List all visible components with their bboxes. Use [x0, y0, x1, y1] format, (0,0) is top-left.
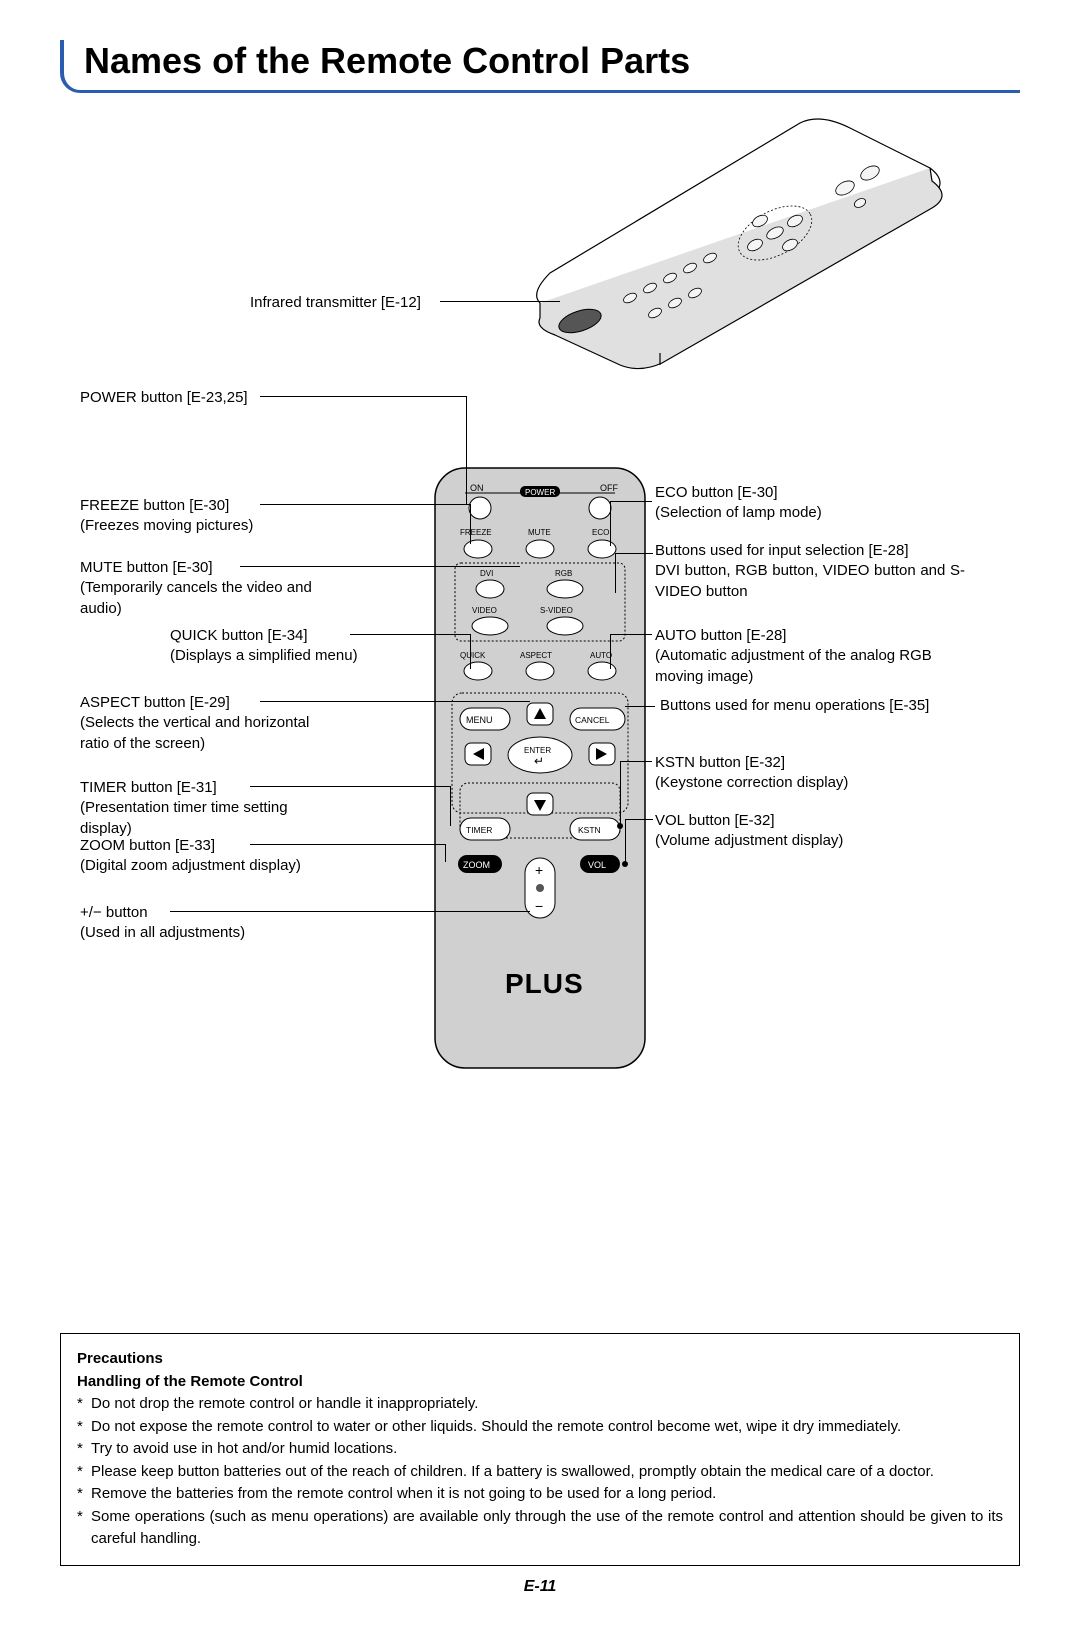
diagram-area: ON OFF POWER FREEZE MUTE ECO DVI RGB VID… [60, 113, 1020, 1313]
svg-text:POWER: POWER [525, 488, 555, 497]
svg-text:FREEZE: FREEZE [460, 528, 492, 537]
svg-text:DVI: DVI [480, 569, 493, 578]
callout-menuops: Buttons used for menu operations [E-35] [660, 696, 929, 716]
svg-text:ASPECT: ASPECT [520, 651, 552, 660]
precautions-box: Precautions Handling of the Remote Contr… [60, 1333, 1020, 1566]
callout-timer: TIMER button [E-31] (Presentation timer … [80, 778, 320, 839]
callout-power: POWER button [E-23,25] [80, 388, 248, 408]
svg-text:ON: ON [470, 483, 484, 493]
svg-text:ZOOM: ZOOM [463, 860, 490, 870]
svg-text:QUICK: QUICK [460, 651, 486, 660]
remote-isometric-illustration [500, 113, 980, 373]
precaution-item: Some operations (such as menu operations… [77, 1506, 1003, 1551]
svg-text:MENU: MENU [466, 715, 493, 725]
precaution-item: Do not drop the remote control or handle… [77, 1393, 1003, 1416]
precautions-heading1: Precautions [77, 1348, 1003, 1371]
svg-text:TIMER: TIMER [466, 825, 492, 835]
precaution-item: Remove the batteries from the remote con… [77, 1483, 1003, 1506]
svg-text:OFF: OFF [600, 483, 618, 493]
svg-text:VIDEO: VIDEO [472, 606, 497, 615]
section-title: Names of the Remote Control Parts [84, 40, 1020, 82]
callout-mute: MUTE button [E-30] (Temporarily cancels … [80, 558, 340, 619]
callout-aspect: ASPECT button [E-29] (Selects the vertic… [80, 693, 340, 754]
svg-text:+: + [535, 862, 543, 878]
callout-auto: AUTO button [E-28] (Automatic adjustment… [655, 626, 965, 687]
precautions-list: Do not drop the remote control or handle… [77, 1393, 1003, 1551]
svg-text:VOL: VOL [588, 860, 606, 870]
svg-text:CANCEL: CANCEL [575, 715, 610, 725]
section-title-wrap: Names of the Remote Control Parts [60, 40, 1020, 93]
svg-text:↵: ↵ [534, 754, 544, 768]
svg-text:MUTE: MUTE [528, 528, 551, 537]
precaution-item: Please keep button batteries out of the … [77, 1461, 1003, 1484]
callout-vol: VOL button [E-32] (Volume adjustment dis… [655, 811, 843, 852]
remote-front-illustration: ON OFF POWER FREEZE MUTE ECO DVI RGB VID… [430, 463, 650, 1083]
svg-text:S-VIDEO: S-VIDEO [540, 606, 573, 615]
svg-text:PLUS: PLUS [505, 968, 584, 999]
svg-text:RGB: RGB [555, 569, 572, 578]
callout-plusminus: +/− button (Used in all adjustments) [80, 903, 245, 944]
svg-text:KSTN: KSTN [578, 825, 601, 835]
callout-infrared: Infrared transmitter [E-12] [250, 293, 421, 313]
precautions-heading2: Handling of the Remote Control [77, 1371, 1003, 1394]
svg-text:ECO: ECO [592, 528, 609, 537]
precaution-item: Try to avoid use in hot and/or humid loc… [77, 1438, 1003, 1461]
page-number: E-11 [60, 1578, 1020, 1596]
callout-kstn: KSTN button [E-32] (Keystone correction … [655, 753, 848, 794]
callout-quick: QUICK button [E-34] (Displays a simplifi… [170, 626, 358, 667]
callout-zoom: ZOOM button [E-33] (Digital zoom adjustm… [80, 836, 301, 877]
callout-eco: ECO button [E-30] (Selection of lamp mod… [655, 483, 822, 524]
precaution-item: Do not expose the remote control to wate… [77, 1416, 1003, 1439]
callout-input: Buttons used for input selection [E-28] … [655, 541, 965, 602]
svg-text:AUTO: AUTO [590, 651, 612, 660]
callout-freeze: FREEZE button [E-30] (Freezes moving pic… [80, 496, 253, 537]
svg-text:−: − [535, 898, 543, 914]
